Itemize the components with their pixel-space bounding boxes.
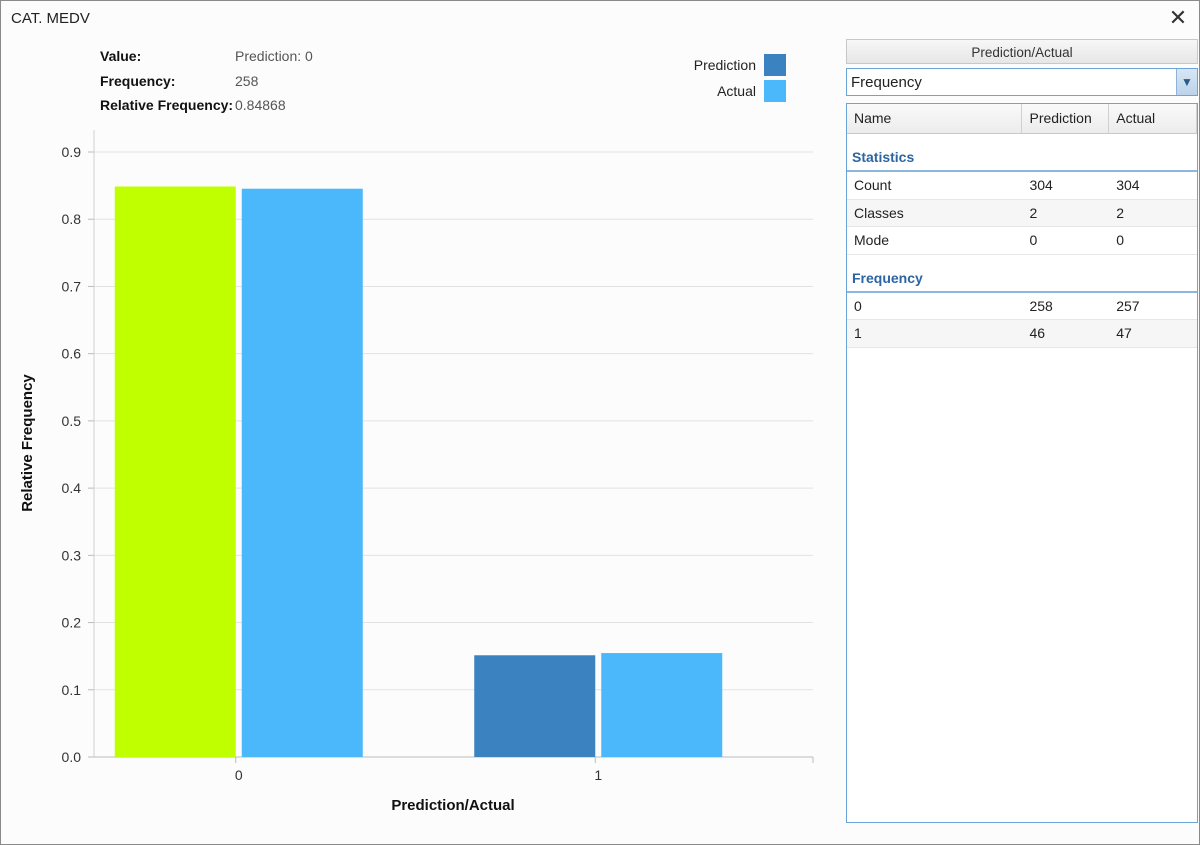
table-cell: 2: [1029, 204, 1038, 221]
table-cell: 46: [1029, 325, 1046, 341]
window-title: CAT. MEDV: [11, 10, 90, 27]
bar: [601, 653, 723, 757]
legend-swatch-actual: [764, 79, 786, 102]
info-box: Value: Prediction: 0 Frequency: 258 Rela…: [100, 46, 313, 120]
table-cell: 257: [1116, 297, 1140, 314]
section-header: Frequency: [847, 255, 1197, 293]
view-select[interactable]: Frequency ▼: [846, 68, 1198, 96]
stats-grid: Name Prediction Actual Statistics Count 30…: [846, 103, 1198, 823]
table-cell: 304: [1116, 177, 1140, 193]
table-cell: Count: [854, 177, 892, 193]
table-cell: 2: [1116, 204, 1125, 221]
table-row[interactable]: Mode 0 0: [847, 227, 1197, 255]
column-header-prediction[interactable]: Prediction: [1022, 104, 1110, 133]
y-tick-label: 0.9: [62, 144, 82, 160]
table-cell: 258: [1029, 297, 1053, 314]
chart-legend: Prediction Actual: [641, 52, 786, 104]
legend-item-actual[interactable]: Actual: [641, 78, 786, 103]
bar-chart: 0.0 0.1 0.2 0.3 0.4 0.5 0.6 0.7 0.8 0.9 0 1 Predicti…: [19, 130, 814, 814]
table-cell: 0: [1029, 232, 1038, 248]
table-row[interactable]: Count 304 304: [847, 172, 1197, 200]
info-row-value: Value: Prediction: 0: [100, 46, 313, 71]
x-axis-title: Prediction/Actual: [391, 797, 514, 814]
y-tick-label: 0.8: [62, 211, 82, 227]
bar: [114, 186, 236, 758]
view-select-value: Frequency: [851, 73, 922, 91]
info-row-frequency: Frequency: 258: [100, 71, 313, 96]
y-tick-label: 0.1: [62, 682, 82, 698]
y-tick-label: 0.4: [62, 480, 82, 496]
table-row[interactable]: Classes 2 2: [847, 199, 1197, 227]
column-header-name[interactable]: Name: [847, 104, 1023, 133]
table-row[interactable]: 0 258 257: [847, 292, 1197, 320]
table-cell: 1: [854, 325, 862, 341]
chevron-down-icon[interactable]: ▼: [1176, 69, 1197, 95]
grid-header: Name Prediction Actual: [847, 104, 1197, 134]
y-tick-label: 0.2: [62, 615, 82, 631]
grid-body: Statistics Count 304 304 Classes 2 2 Mode 0 0 Freq…: [847, 134, 1197, 348]
x-tick-label: 1: [594, 767, 602, 783]
legend-item-prediction[interactable]: Prediction: [641, 52, 786, 77]
table-cell: Classes: [854, 204, 904, 221]
statistics-panel: Prediction/Actual Frequency ▼ Name Predi…: [846, 39, 1198, 823]
table-row[interactable]: 1 46 47: [847, 320, 1197, 348]
close-icon[interactable]: ✕: [1168, 5, 1188, 30]
bar: [474, 655, 596, 757]
table-cell: 0: [1116, 232, 1125, 248]
info-value: 258: [235, 72, 259, 89]
info-value: 0.84868: [235, 97, 286, 113]
panel-header: Prediction/Actual: [846, 39, 1198, 64]
table-cell: Mode: [854, 232, 890, 248]
y-tick-label: 0.3: [62, 547, 82, 563]
x-tick-label: 0: [235, 767, 243, 783]
info-row-relative-frequency: Relative Frequency: 0.84868: [100, 95, 313, 120]
table-cell: 0: [854, 297, 862, 314]
y-tick-label: 0.5: [62, 413, 82, 429]
y-tick-label: 0.0: [62, 749, 82, 765]
info-value: Prediction: 0: [235, 48, 313, 64]
legend-swatch-prediction: [764, 53, 786, 76]
legend-label: Prediction: [693, 56, 756, 73]
bar: [241, 188, 363, 757]
info-key: Value:: [100, 48, 142, 64]
info-key: Frequency:: [100, 72, 176, 89]
y-axis-title: Relative Frequency: [19, 374, 36, 512]
table-cell: 304: [1029, 177, 1053, 193]
column-header-actual[interactable]: Actual: [1109, 104, 1197, 133]
info-key: Relative Frequency:: [100, 97, 234, 113]
section-header: Statistics: [847, 134, 1197, 172]
legend-label: Actual: [717, 82, 756, 99]
y-tick-label: 0.6: [62, 346, 82, 362]
table-cell: 47: [1116, 325, 1132, 341]
y-tick-label: 0.7: [62, 278, 82, 294]
